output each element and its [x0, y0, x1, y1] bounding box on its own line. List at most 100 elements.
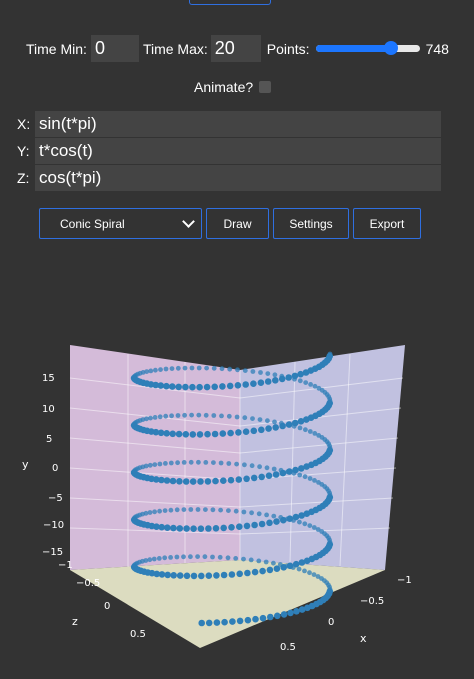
z-tick-0: 0: [104, 601, 110, 612]
scatter-point: [244, 616, 252, 624]
scatter-point: [158, 367, 163, 372]
scatter-point: [175, 383, 182, 391]
points-slider-thumb[interactable]: [384, 41, 399, 55]
scatter-point: [303, 557, 311, 565]
scatter-point: [210, 507, 216, 513]
scatter-point: [219, 430, 227, 437]
scatter-point: [235, 367, 240, 373]
y-axis-title: y: [22, 458, 29, 471]
scatter-point: [258, 473, 266, 481]
scatter-point: [163, 382, 170, 390]
scatter-point: [226, 508, 231, 513]
scatter-point: [227, 476, 235, 484]
x-expression-row: X: sin(t*pi): [17, 111, 441, 137]
scatter-point: [290, 565, 296, 570]
scatter-point: [204, 478, 212, 485]
scatter-point: [211, 460, 216, 465]
z-expression-label: Z:: [17, 170, 30, 186]
scatter-point: [220, 571, 228, 579]
y-tick-neg5: −5: [48, 493, 63, 504]
scatter-point: [234, 461, 240, 467]
scatter-point: [304, 604, 311, 612]
back-left-wall: [70, 345, 240, 570]
scatter-point: [203, 460, 209, 465]
x-expression-input[interactable]: sin(t*pi): [35, 111, 441, 137]
scatter-point: [227, 429, 234, 437]
scatter-point: [205, 525, 212, 532]
scatter-point: [162, 508, 168, 513]
scatter-point: [236, 523, 243, 530]
scatter-point: [302, 369, 310, 376]
y-expression-row: Y: t*cos(t): [17, 138, 441, 164]
y-expression-input[interactable]: t*cos(t): [35, 138, 441, 164]
scatter-point: [169, 477, 177, 485]
scatter-point: [204, 365, 210, 371]
scatter-point: [272, 471, 280, 478]
scatter-point: [264, 512, 269, 518]
scatter-point: [163, 461, 168, 466]
scatter-point: [148, 415, 153, 421]
z-tick-0-5: 0.5: [130, 629, 146, 640]
scatter-point: [157, 429, 165, 437]
scatter-point: [219, 383, 226, 390]
scatter-point: [234, 414, 240, 420]
scatter-point: [174, 507, 180, 513]
points-slider[interactable]: [315, 41, 420, 55]
preset-select[interactable]: Conic Spiral: [39, 208, 202, 239]
scatter-point: [189, 365, 195, 371]
scatter-point: [147, 557, 153, 563]
scatter-point: [175, 413, 181, 418]
scatter-point: [203, 383, 211, 391]
scatter-point: [265, 425, 272, 432]
scatter-point: [169, 366, 175, 371]
animate-row: Animate?: [194, 79, 272, 95]
scatter-point: [188, 507, 194, 512]
scatter-point: [292, 376, 297, 382]
scatter-point: [258, 520, 266, 528]
scatter-point: [196, 431, 204, 438]
scatter-point: [297, 418, 305, 425]
z-expression-input[interactable]: cos(t*pi): [35, 165, 441, 191]
top-button-edge[interactable]: [189, 0, 271, 5]
scatter-point: [293, 608, 300, 615]
scatter-point: [220, 477, 227, 484]
scatter-point: [212, 525, 220, 532]
points-slider-fill: [315, 45, 392, 52]
scatter-point: [176, 478, 183, 485]
scatter-point: [221, 618, 228, 626]
time-min-input[interactable]: [90, 35, 139, 62]
scatter-point: [181, 507, 187, 512]
scatter-point: [242, 462, 247, 468]
scatter-point: [307, 476, 313, 481]
scatter-point: [284, 516, 290, 522]
scatter-point: [183, 525, 190, 532]
draw-button[interactable]: Draw: [206, 208, 269, 239]
export-button[interactable]: Export: [353, 208, 421, 239]
scatter-point: [297, 519, 302, 525]
animate-checkbox[interactable]: [259, 81, 272, 93]
scatter-point: [218, 460, 224, 466]
scatter-point: [259, 567, 266, 575]
scatter-point: [265, 472, 273, 479]
scatter-point: [257, 417, 263, 422]
scatter-point: [256, 558, 262, 564]
scatter-point: [284, 563, 290, 569]
scatter-markers: [130, 351, 334, 627]
scatter-point: [303, 380, 309, 385]
scatter-point: [175, 430, 183, 438]
scatter-point: [158, 523, 165, 531]
scatter-point: [211, 365, 217, 371]
scatter-point: [251, 568, 259, 576]
scatter-point: [217, 554, 223, 560]
3d-scatter-plot[interactable]: y z x 15 10 5 0 −5 −10 −15 −1 −0.5 0 0.5…: [0, 270, 474, 660]
scatter-point: [168, 555, 174, 560]
scatter-point: [297, 370, 304, 378]
y-tick-10: 10: [42, 404, 55, 415]
scatter-point: [189, 412, 195, 418]
scatter-point: [140, 370, 146, 375]
scatter-point: [203, 412, 209, 418]
scatter-point: [264, 378, 272, 385]
settings-button[interactable]: Settings: [273, 208, 349, 239]
scatter-point: [272, 424, 280, 431]
time-max-input[interactable]: [210, 35, 261, 62]
